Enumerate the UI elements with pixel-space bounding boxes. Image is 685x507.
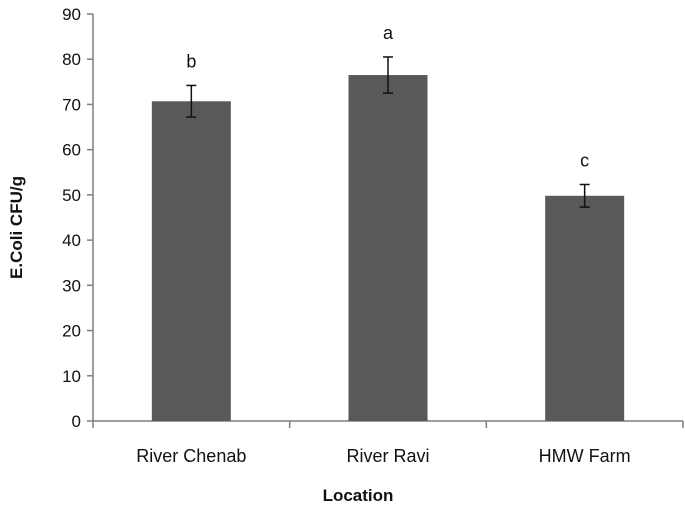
- y-tick-label: 40: [62, 231, 81, 250]
- significance-label: b: [186, 51, 196, 71]
- y-tick-label: 0: [72, 412, 81, 431]
- y-tick-label: 60: [62, 141, 81, 160]
- error-bars: [186, 56, 590, 208]
- x-axis-title: Location: [323, 486, 394, 505]
- y-tick-label: 30: [62, 276, 81, 295]
- y-tick-label: 80: [62, 50, 81, 69]
- significance-label: c: [580, 150, 589, 170]
- bar: [545, 195, 625, 421]
- y-tick-label: 50: [62, 186, 81, 205]
- bars: [151, 75, 625, 422]
- x-tick-label: River Chenab: [136, 446, 246, 466]
- labels: 0 10 20 30 40 50 60 70 80 90 b River Chenab a River R…: [62, 5, 631, 466]
- bar: [151, 101, 231, 421]
- bar: [348, 75, 428, 422]
- y-axis-title: E.Coli CFU/g: [7, 176, 26, 279]
- y-tick-label: 10: [62, 367, 81, 386]
- y-tick-label: 20: [62, 322, 81, 341]
- y-tick-label: 90: [62, 5, 81, 24]
- x-tick-label: HMW Farm: [539, 446, 631, 466]
- significance-label: a: [383, 23, 394, 43]
- x-tick-label: River Ravi: [346, 446, 429, 466]
- y-tick-label: 70: [62, 95, 81, 114]
